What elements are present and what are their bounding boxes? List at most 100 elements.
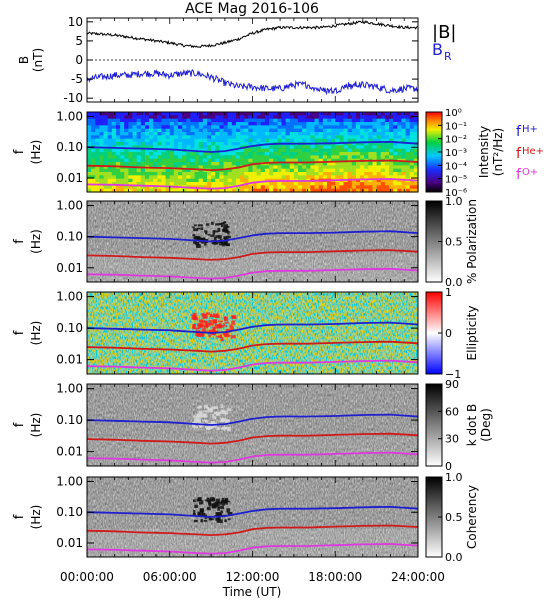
spectrogram-cell: [248, 188, 254, 193]
spectrogram-cell: [302, 122, 307, 126]
spectrogram-cell: [256, 175, 262, 180]
spectrogram-cell: [124, 132, 129, 136]
spectrogram-cell: [103, 122, 109, 126]
spectrogram-cell: [326, 158, 332, 163]
spectrogram-cell: [339, 165, 345, 170]
spectrogram-cell: [173, 162, 179, 166]
spectrogram-cell: [397, 152, 403, 156]
spectrogram-cell: [153, 115, 158, 120]
spectrogram-cell: [260, 182, 266, 186]
spectrogram-cell: [302, 165, 307, 170]
spectrogram-cell: [413, 185, 419, 190]
spectrogram-cell: [165, 158, 171, 163]
spectrogram-cell: [256, 142, 262, 146]
spectrogram-cell: [87, 152, 92, 156]
spectrogram-cell: [397, 172, 403, 176]
spectrogram-cell: [335, 172, 340, 176]
spectrogram-cell: [248, 178, 254, 183]
wave-activity-patch: [204, 230, 208, 233]
spectrogram-cell: [190, 152, 196, 156]
spectrogram-cell: [240, 185, 245, 190]
spectrogram-cell: [211, 132, 216, 136]
spectrogram-cell: [173, 128, 179, 133]
spectrogram-cell: [293, 155, 299, 160]
spectrogram-cell: [165, 178, 171, 183]
spectrogram-cell: [136, 152, 142, 156]
spectrogram-cell: [223, 112, 229, 116]
spectrogram-cell: [107, 125, 113, 130]
spectrogram-cell: [397, 155, 403, 160]
spectrogram-cell: [240, 172, 245, 176]
spectrogram-cell: [124, 115, 129, 120]
spectrogram-cell: [144, 148, 150, 153]
spectrogram-cell: [165, 172, 171, 176]
spectrogram-cell: [235, 152, 241, 156]
wave-activity-patch: [222, 503, 225, 506]
spectrogram-cell: [91, 165, 96, 170]
spectrogram-cell: [343, 125, 349, 130]
spectrogram-cell: [380, 175, 386, 180]
spectrogram-cell: [153, 158, 158, 163]
spectrogram-cell: [360, 168, 365, 173]
spectrogram-cell: [132, 158, 138, 163]
gyrofrequency-line-fHe: [86, 524, 419, 537]
spectrogram-cell: [165, 162, 171, 166]
spectrogram-cell: [223, 115, 229, 120]
spectrogram-cell: [310, 175, 316, 180]
spectrogram-cell: [182, 158, 187, 163]
spectrogram-cell: [115, 142, 121, 146]
spectrogram-cell: [140, 138, 146, 143]
spectrogram-cell: [289, 162, 295, 166]
spectrogram-cell: [364, 188, 369, 193]
spectrogram-cell: [132, 168, 138, 173]
spectrogram-cell: [389, 132, 394, 136]
spectrogram-cell: [111, 152, 117, 156]
spectrogram-cell: [397, 178, 403, 183]
spectrogram-cell: [198, 158, 204, 163]
spectrogram-cell: [149, 122, 154, 126]
spectrogram-cell: [355, 115, 361, 120]
spectrogram-cell: [364, 172, 369, 176]
spectrogram-cell: [115, 185, 121, 190]
ellipticity-patch: [196, 334, 202, 338]
spectrogram-cell: [198, 165, 204, 170]
spectrogram-cell: [178, 178, 183, 183]
spectrogram-cell: [364, 122, 369, 126]
spectrogram-cell: [120, 185, 125, 190]
spectrogram-cell: [339, 118, 345, 123]
spectrogram-cell: [322, 172, 328, 176]
spectrogram-cell: [194, 162, 200, 166]
spectrogram-cell: [103, 162, 109, 166]
spectrogram-cell: [306, 152, 312, 156]
spectrogram-cell: [248, 122, 254, 126]
spectrogram-cell: [335, 168, 340, 173]
spectrogram-cell: [99, 168, 105, 173]
spectrogram-cell: [190, 122, 196, 126]
spectrogram-cell: [252, 142, 258, 146]
spectrogram-cell: [99, 165, 105, 170]
spectrogram-cell: [389, 172, 394, 176]
spectrogram-cell: [347, 118, 353, 123]
spectrogram-cell: [355, 122, 361, 126]
spectrogram-ellipticity: [86, 292, 419, 374]
spectrogram-cell: [194, 145, 200, 150]
spectrogram-cell: [107, 175, 113, 180]
spectrogram-cell: [314, 135, 320, 140]
spectrogram-cell: [306, 145, 312, 150]
spectrogram-cell: [103, 112, 109, 116]
spectrogram-cell: [252, 145, 258, 150]
spectrogram-cell: [153, 162, 158, 166]
spectrogram-cell: [252, 152, 258, 156]
colorbar-label: % Polarization: [465, 199, 479, 284]
spectrogram-cell: [393, 125, 398, 130]
spectrogram-cell: [169, 148, 175, 153]
spectrogram-cell: [182, 128, 187, 133]
spectrogram-cell: [368, 185, 374, 190]
spectrogram-cell: [190, 165, 196, 170]
spectrogram-cell: [264, 155, 270, 160]
wave-activity-patch: [203, 410, 208, 413]
spectrogram-cell: [244, 158, 249, 163]
spectrogram-cell: [306, 148, 312, 153]
spectrogram-cell: [211, 155, 216, 160]
spectrogram-cell: [339, 188, 345, 193]
